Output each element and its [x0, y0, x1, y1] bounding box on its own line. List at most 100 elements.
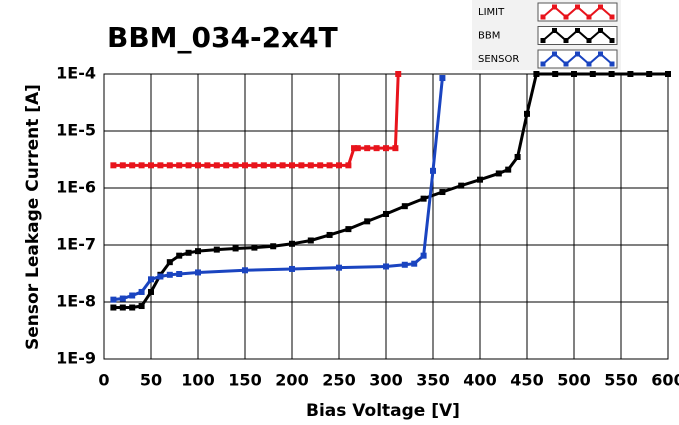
- x-tick-label: 350: [416, 371, 449, 390]
- data-point: [195, 248, 201, 255]
- data-point: [157, 273, 164, 280]
- data-point: [307, 162, 314, 169]
- legend-marker: [586, 14, 592, 20]
- legend-marker: [575, 28, 580, 33]
- x-tick-label: 300: [369, 371, 402, 390]
- data-point: [665, 71, 671, 77]
- x-tick-label: 550: [604, 371, 637, 390]
- data-point: [524, 110, 530, 117]
- data-point: [260, 162, 267, 169]
- legend-swatch-box: [537, 49, 618, 69]
- legend-marker: [609, 14, 615, 20]
- data-point: [129, 292, 136, 299]
- legend-marker: [575, 4, 580, 10]
- data-point: [242, 162, 248, 169]
- data-point: [289, 265, 295, 272]
- legend-marker: [563, 61, 569, 67]
- data-point: [289, 240, 295, 247]
- legend-marker: [598, 51, 603, 57]
- data-point: [270, 243, 277, 250]
- data-point: [148, 288, 154, 295]
- legend-marker: [552, 51, 557, 57]
- x-tick-label: 600: [651, 371, 679, 390]
- data-point: [138, 288, 145, 295]
- data-point: [223, 162, 230, 169]
- data-point: [166, 259, 173, 266]
- data-point: [439, 75, 446, 82]
- data-point: [336, 162, 342, 169]
- data-point: [119, 295, 126, 302]
- data-point: [533, 71, 540, 77]
- legend-marker: [540, 14, 546, 20]
- data-point: [213, 246, 220, 253]
- data-point: [157, 162, 164, 169]
- data-point: [420, 195, 427, 202]
- data-point: [364, 218, 371, 225]
- data-point: [138, 162, 145, 169]
- legend-swatch-box: [537, 26, 618, 45]
- data-point: [627, 71, 634, 77]
- x-tick-label: 150: [228, 371, 261, 390]
- data-point: [401, 203, 408, 210]
- data-point: [232, 162, 239, 169]
- data-point: [195, 162, 201, 169]
- data-point: [401, 261, 408, 268]
- legend-swatch-box: [537, 2, 618, 22]
- data-point: [176, 270, 183, 277]
- x-tick-label: 500: [557, 371, 590, 390]
- data-point: [289, 162, 295, 169]
- data-point: [430, 167, 436, 174]
- data-point: [251, 244, 258, 251]
- legend-label: SENSOR: [478, 54, 519, 65]
- legend-marker: [540, 61, 546, 67]
- data-point: [251, 162, 258, 169]
- data-point: [279, 162, 286, 169]
- legend-marker: [575, 51, 580, 57]
- data-point: [166, 271, 173, 278]
- data-point: [571, 71, 577, 77]
- data-point: [505, 166, 512, 173]
- legend-marker: [609, 61, 615, 67]
- data-point: [232, 245, 239, 252]
- data-point: [336, 264, 342, 271]
- x-tick-label: 450: [510, 371, 543, 390]
- x-tick-label: 400: [463, 371, 496, 390]
- data-point: [242, 267, 248, 274]
- data-point: [392, 145, 399, 152]
- data-point: [195, 269, 201, 276]
- legend-marker: [563, 14, 569, 20]
- legend-marker: [552, 28, 557, 33]
- y-tick-label: 1E-5: [56, 121, 96, 140]
- data-point: [383, 145, 389, 152]
- data-point: [364, 145, 371, 152]
- data-point: [129, 304, 136, 311]
- y-tick-label: 1E-6: [56, 178, 96, 197]
- data-point: [552, 71, 559, 77]
- data-point: [307, 237, 314, 244]
- y-tick-label: 1E-9: [56, 349, 96, 368]
- x-tick-label: 250: [322, 371, 355, 390]
- data-point: [458, 182, 465, 189]
- data-point: [110, 304, 117, 311]
- legend-marker: [586, 38, 592, 43]
- y-tick-label: 1E-4: [56, 64, 96, 83]
- x-axis-label: Bias Voltage [V]: [306, 401, 460, 421]
- data-point: [514, 153, 521, 160]
- data-point: [138, 303, 145, 310]
- data-point: [383, 210, 389, 217]
- data-point: [326, 231, 333, 238]
- data-point: [119, 304, 126, 311]
- y-axis-label: Sensor Leakage Current [A]: [23, 84, 43, 350]
- legend-marker: [598, 28, 603, 33]
- y-tick-label: 1E-7: [56, 235, 96, 254]
- legend-marker: [586, 61, 592, 67]
- data-point: [395, 71, 402, 77]
- data-point: [608, 71, 615, 77]
- legend-marker: [563, 38, 569, 43]
- data-point: [110, 296, 117, 303]
- x-tick-label: 100: [181, 371, 214, 390]
- legend-label: BBM: [478, 31, 500, 42]
- legend-label: LIMIT: [478, 7, 505, 18]
- data-point: [373, 145, 380, 152]
